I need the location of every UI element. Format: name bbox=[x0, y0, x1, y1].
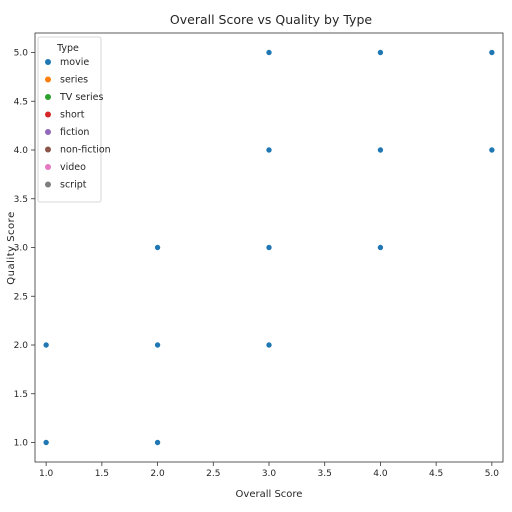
legend-marker-script bbox=[45, 181, 51, 188]
legend-title: Type bbox=[56, 43, 79, 54]
x-axis-label: Overall Score bbox=[236, 489, 303, 500]
chart-title: Overall Score vs Quality by Type bbox=[170, 12, 372, 27]
legend-label: fiction bbox=[60, 127, 89, 138]
y-tick-label: 1.0 bbox=[14, 439, 29, 449]
data-point-movie bbox=[377, 244, 384, 251]
data-point-movie bbox=[488, 146, 496, 154]
y-tick-label: 1.5 bbox=[14, 390, 28, 400]
x-tick-label: 3.0 bbox=[262, 469, 277, 479]
y-axis-ticks: 1.0 1.5 2.0 2.5 3.0 3.5 4.0 4.5 5.0 bbox=[14, 49, 35, 449]
legend-label: non-fiction bbox=[60, 145, 111, 156]
y-tick-label: 2.0 bbox=[14, 341, 29, 351]
data-point-movie bbox=[154, 244, 161, 251]
x-tick-label: 2.0 bbox=[150, 469, 165, 479]
y-tick-label: 2.5 bbox=[14, 292, 28, 302]
legend-marker-non-fiction bbox=[45, 146, 51, 153]
legend-label: script bbox=[60, 180, 87, 191]
data-point-movie bbox=[42, 439, 50, 446]
y-tick-label: 5.0 bbox=[14, 49, 29, 59]
x-tick-label: 1.0 bbox=[39, 469, 54, 479]
data-point-movie bbox=[488, 49, 496, 56]
legend-label: TV series bbox=[59, 92, 104, 103]
data-point-movie bbox=[154, 341, 161, 349]
x-tick-label: 3.5 bbox=[318, 469, 332, 479]
legend-marker-series bbox=[45, 76, 51, 83]
data-point-movie bbox=[265, 49, 273, 56]
data-point-movie bbox=[154, 439, 161, 446]
legend-label: video bbox=[60, 162, 86, 173]
data-point-movie bbox=[377, 146, 384, 154]
legend-label: short bbox=[60, 110, 85, 121]
x-tick-label: 4.5 bbox=[429, 469, 443, 479]
x-tick-label: 4.0 bbox=[373, 469, 388, 479]
legend-marker-fiction bbox=[45, 129, 51, 135]
x-tick-label: 5.0 bbox=[485, 469, 500, 479]
data-point-movie bbox=[377, 49, 384, 56]
data-points bbox=[42, 49, 496, 446]
x-axis-ticks: 1.0 1.5 2.0 2.5 3.0 3.5 4.0 4.5 5.0 bbox=[39, 462, 499, 479]
x-tick-label: 2.5 bbox=[206, 469, 220, 479]
data-point-movie bbox=[265, 244, 273, 251]
x-tick-label: 1.5 bbox=[95, 469, 109, 479]
y-tick-label: 4.0 bbox=[14, 146, 29, 156]
data-point-movie bbox=[265, 146, 273, 154]
data-point-movie bbox=[265, 341, 273, 349]
y-axis-label: Quality Score bbox=[6, 211, 17, 284]
y-tick-label: 3.5 bbox=[14, 195, 28, 205]
plot-area: 1.0 1.5 2.0 2.5 3.0 3.5 4.0 4.5 5.0 1.0 1.5 2.0 2.5… bbox=[14, 32, 504, 479]
legend-marker-video bbox=[45, 164, 51, 170]
legend-label: movie bbox=[60, 57, 89, 68]
legend-marker-TV-series bbox=[45, 94, 51, 100]
legend-entries: movie series TV series short fiction non-fict… bbox=[45, 57, 111, 191]
legend-box bbox=[37, 36, 102, 203]
y-tick-label: 3.0 bbox=[14, 244, 29, 254]
legend-label: series bbox=[60, 75, 88, 86]
legend-marker-movie bbox=[45, 59, 51, 65]
legend: Type movie series TV series short fiction non… bbox=[37, 36, 111, 203]
data-point-movie bbox=[42, 341, 50, 349]
y-tick-label: 4.5 bbox=[14, 97, 28, 107]
legend-marker-short bbox=[45, 111, 51, 118]
